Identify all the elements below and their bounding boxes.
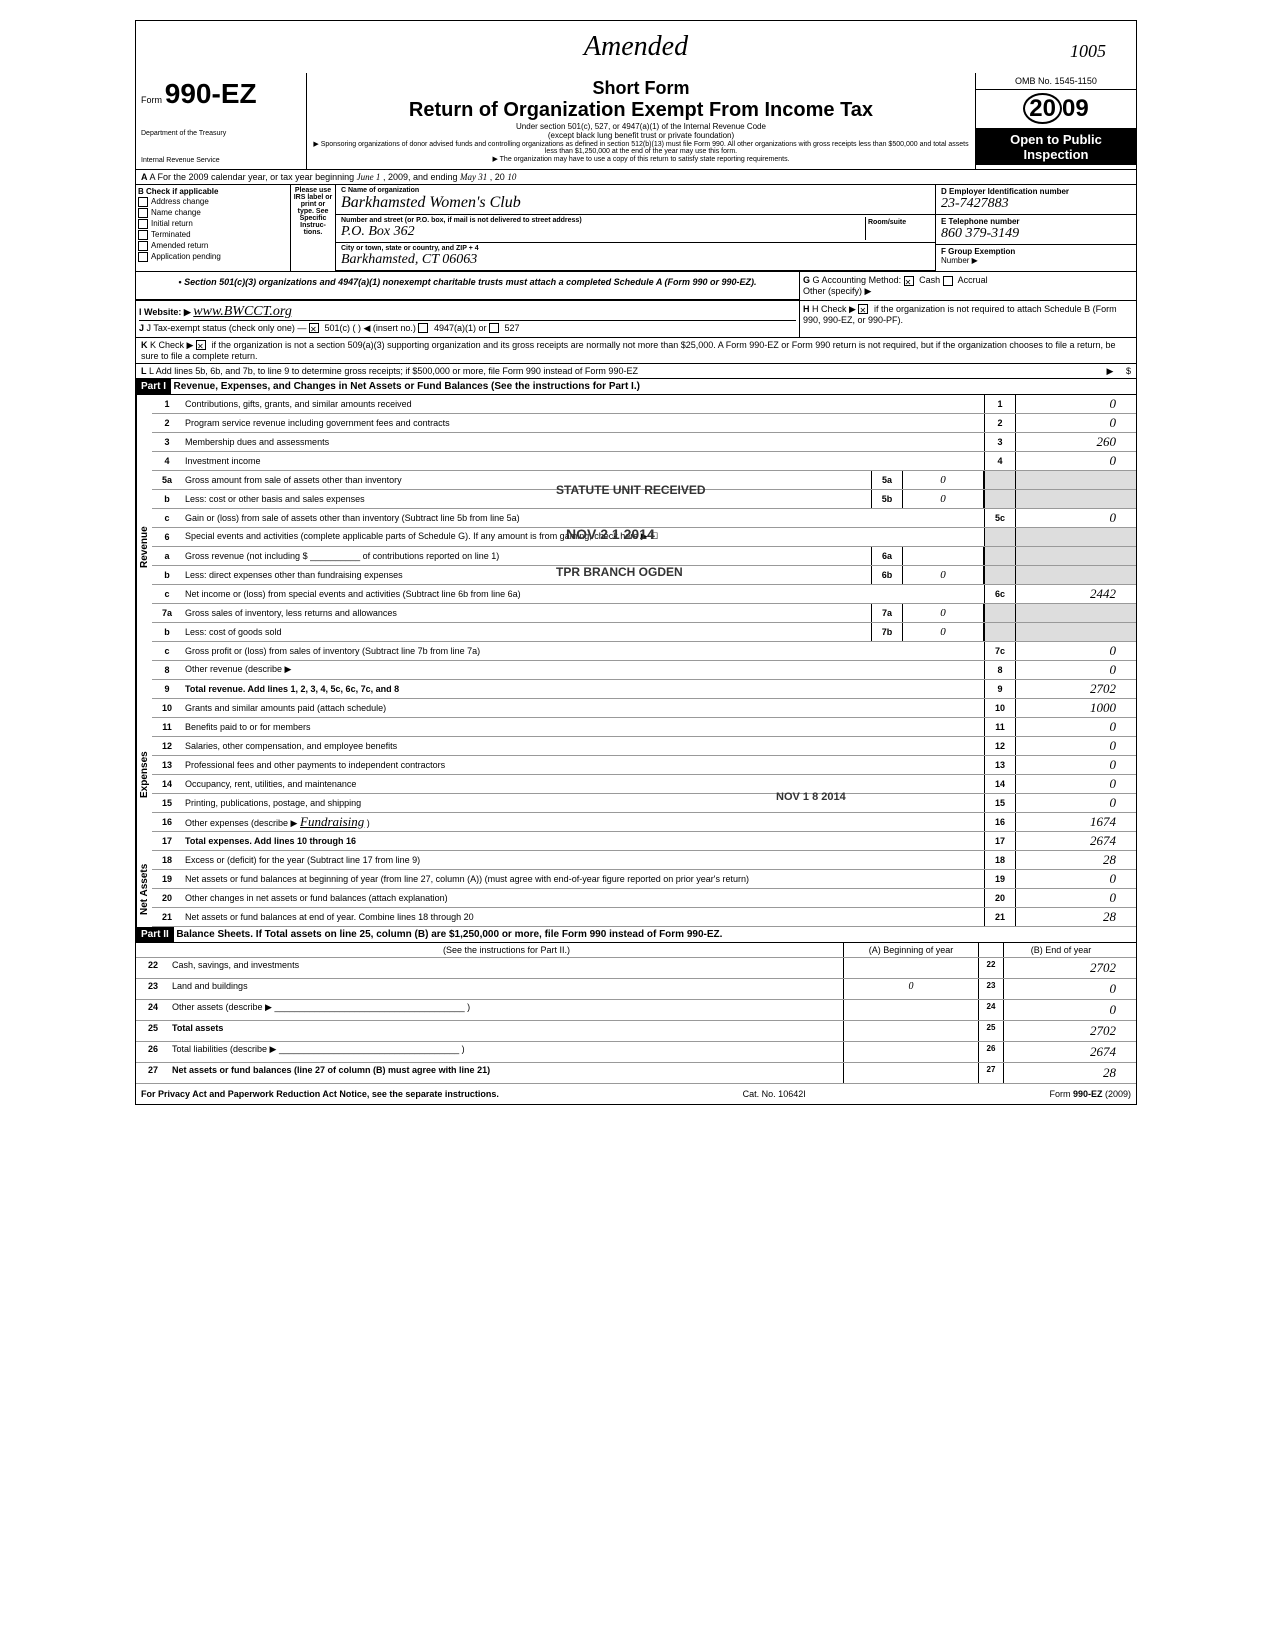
line-5b: bLess: cost or other basis and sales exp… bbox=[152, 490, 1136, 509]
line-2: 2Program service revenue including gover… bbox=[152, 414, 1136, 433]
d-label: D Employer Identification number bbox=[941, 187, 1069, 196]
check-pending[interactable]: Application pending bbox=[138, 252, 288, 262]
form-number: 990-EZ bbox=[165, 78, 257, 109]
short-form: Short Form bbox=[312, 78, 970, 99]
line-21: 21Net assets or fund balances at end of … bbox=[152, 908, 1136, 927]
line-12: 12Salaries, other compensation, and empl… bbox=[152, 737, 1136, 756]
city-label: City or town, state or country, and ZIP … bbox=[341, 245, 930, 252]
part2-col-headers: (See the instructions for Part II.) (A) … bbox=[136, 943, 1136, 958]
part2-row-22: 22Cash, savings, and investments222702 bbox=[136, 958, 1136, 979]
check-501c[interactable] bbox=[309, 323, 319, 333]
part2-header: Part II Balance Sheets. If Total assets … bbox=[136, 927, 1136, 943]
top-right-hw: 1005 bbox=[1070, 41, 1106, 62]
line-16: 16Other expenses (describe ▶ Fundraising… bbox=[152, 813, 1136, 832]
section-h: H H Check ▶ if the organization is not r… bbox=[799, 301, 1136, 337]
check-initial[interactable]: Initial return bbox=[138, 219, 288, 229]
line-18: 18Excess or (deficit) for the year (Subt… bbox=[152, 851, 1136, 870]
arrow1: ▶ Sponsoring organizations of donor advi… bbox=[312, 140, 970, 155]
org-city: Barkhamsted, CT 06063 bbox=[341, 252, 930, 268]
main-title: Return of Organization Exempt From Incom… bbox=[312, 99, 970, 122]
check-4947[interactable] bbox=[418, 323, 428, 333]
line-17: 17Total expenses. Add lines 10 through 1… bbox=[152, 832, 1136, 851]
expenses-label: Expenses bbox=[136, 699, 152, 851]
org-name: Barkhamsted Women's Club bbox=[341, 194, 930, 212]
check-address[interactable]: Address change bbox=[138, 197, 288, 207]
part2-row-27: 27Net assets or fund balances (line 27 o… bbox=[136, 1063, 1136, 1084]
line-6c: cNet income or (loss) from special event… bbox=[152, 585, 1136, 604]
subtitle2: (except black lung benefit trust or priv… bbox=[312, 131, 970, 140]
right-box: OMB No. 1545-1150 20200909 Open to Publi… bbox=[975, 73, 1136, 169]
title-box: Short Form Return of Organization Exempt… bbox=[307, 73, 975, 169]
line-20: 20Other changes in net assets or fund ba… bbox=[152, 889, 1136, 908]
line-6b: bLess: direct expenses other than fundra… bbox=[152, 566, 1136, 585]
netassets-label: Net Assets bbox=[136, 851, 152, 927]
section-i: I Website: ▶ www.BWCCT.org bbox=[139, 304, 796, 320]
part2-row-26: 26Total liabilities (describe ▶ ________… bbox=[136, 1042, 1136, 1063]
check-h[interactable] bbox=[858, 304, 868, 314]
irs: Internal Revenue Service bbox=[141, 157, 301, 164]
part2-row-24: 24Other assets (describe ▶ _____________… bbox=[136, 1000, 1136, 1021]
room-label: Room/suite bbox=[865, 217, 930, 240]
org-addr: P.O. Box 362 bbox=[341, 224, 865, 240]
revenue-label: Revenue bbox=[136, 395, 152, 699]
dept-treasury: Department of the Treasury bbox=[141, 130, 301, 137]
line-11: 11Benefits paid to or for members110 bbox=[152, 718, 1136, 737]
line-7a: 7aGross sales of inventory, less returns… bbox=[152, 604, 1136, 623]
attach-note: • Section 501(c)(3) organizations and 49… bbox=[136, 272, 800, 300]
check-k[interactable] bbox=[196, 340, 206, 350]
form-label: Form bbox=[141, 95, 162, 105]
name-addr-col: C Name of organization Barkhamsted Women… bbox=[336, 185, 935, 271]
line-5c: cGain or (loss) from sale of assets othe… bbox=[152, 509, 1136, 528]
e-label: E Telephone number bbox=[941, 217, 1020, 226]
check-amended[interactable]: Amended return bbox=[138, 241, 288, 251]
please-box: Please use IRS label or print or type. S… bbox=[291, 185, 336, 271]
part2-row-23: 23Land and buildings0230 bbox=[136, 979, 1136, 1000]
line-6a: aGross revenue (not including $ ________… bbox=[152, 547, 1136, 566]
f-label2: Number ▶ bbox=[941, 256, 978, 265]
line-4: 4Investment income40 bbox=[152, 452, 1136, 471]
section-k: K K Check ▶ if the organization is not a… bbox=[136, 338, 1136, 364]
open-public: Open to Public Inspection bbox=[976, 129, 1136, 165]
section-a: A A For the 2009 calendar year, or tax y… bbox=[136, 170, 1136, 185]
phone: 860 379-3149 bbox=[941, 226, 1131, 242]
section-b: B Check if applicable Address change Nam… bbox=[136, 185, 291, 271]
line-15: 15Printing, publications, postage, and s… bbox=[152, 794, 1136, 813]
check-527[interactable] bbox=[489, 323, 499, 333]
line-9: 9Total revenue. Add lines 1, 2, 3, 4, 5c… bbox=[152, 680, 1136, 699]
line-19: 19Net assets or fund balances at beginni… bbox=[152, 870, 1136, 889]
arrow2: ▶ The organization may have to use a cop… bbox=[312, 155, 970, 163]
line-6: 6Special events and activities (complete… bbox=[152, 528, 1136, 547]
footer: For Privacy Act and Paperwork Reduction … bbox=[136, 1084, 1136, 1104]
check-accrual[interactable] bbox=[943, 276, 953, 286]
year: 20200909 bbox=[976, 90, 1136, 129]
addr-label: Number and street (or P.O. box, if mail … bbox=[341, 217, 865, 224]
line-7b: bLess: cost of goods sold7b0 bbox=[152, 623, 1136, 642]
section-j: J J Tax-exempt status (check only one) —… bbox=[139, 320, 796, 334]
line-1: 1Contributions, gifts, grants, and simil… bbox=[152, 395, 1136, 414]
section-g: G G Accounting Method: Cash Accrual Othe… bbox=[800, 272, 1136, 300]
check-terminated[interactable]: Terminated bbox=[138, 230, 288, 240]
omb: OMB No. 1545-1150 bbox=[976, 73, 1136, 90]
ein: 23-7427883 bbox=[941, 196, 1131, 212]
right-info: D Employer Identification number 23-7427… bbox=[935, 185, 1136, 271]
form-number-box: Form 990-EZ Department of the Treasury I… bbox=[136, 73, 307, 169]
line-3: 3Membership dues and assessments3260 bbox=[152, 433, 1136, 452]
amended-annotation: Amended bbox=[136, 21, 1136, 73]
line-13: 13Professional fees and other payments t… bbox=[152, 756, 1136, 775]
line-7c: cGross profit or (loss) from sales of in… bbox=[152, 642, 1136, 661]
subtitle: Under section 501(c), 527, or 4947(a)(1)… bbox=[312, 122, 970, 131]
section-l: L L Add lines 5b, 6b, and 7b, to line 9 … bbox=[136, 364, 1136, 379]
line-10: 10Grants and similar amounts paid (attac… bbox=[152, 699, 1136, 718]
f-label: F Group Exemption bbox=[941, 247, 1015, 256]
line-14: 14Occupancy, rent, utilities, and mainte… bbox=[152, 775, 1136, 794]
line-8: 8Other revenue (describe ▶80 bbox=[152, 661, 1136, 680]
part1-header: Part I Revenue, Expenses, and Changes in… bbox=[136, 379, 1136, 395]
part2-row-25: 25Total assets252702 bbox=[136, 1021, 1136, 1042]
check-cash[interactable] bbox=[904, 276, 914, 286]
check-name[interactable]: Name change bbox=[138, 208, 288, 218]
name-label: C Name of organization bbox=[341, 187, 930, 194]
line-5a: 5aGross amount from sale of assets other… bbox=[152, 471, 1136, 490]
